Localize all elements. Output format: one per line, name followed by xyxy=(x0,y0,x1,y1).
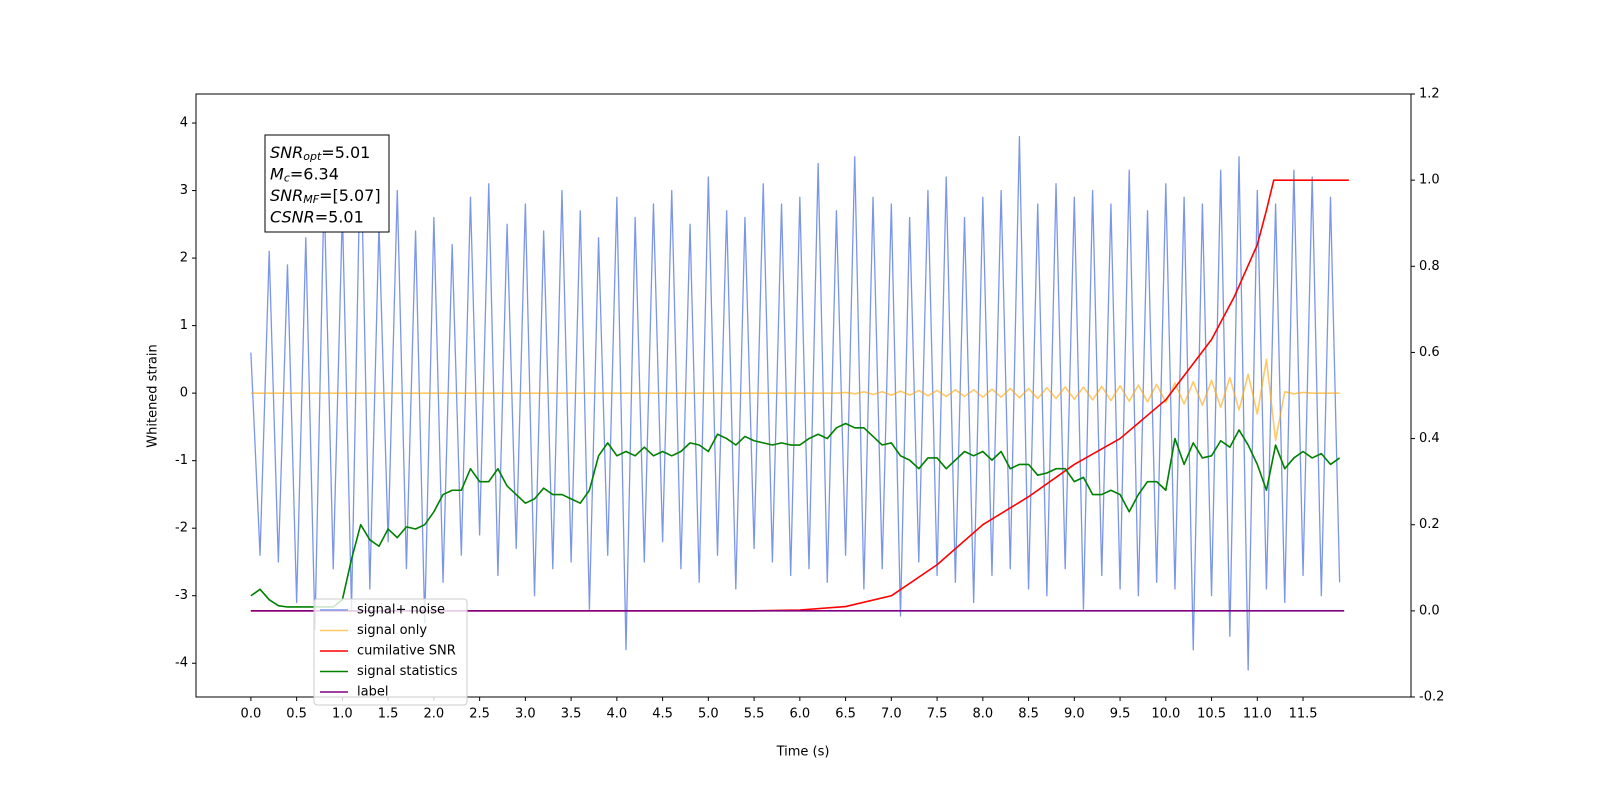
y2-tick-label: -0.2 xyxy=(1419,690,1444,705)
y2-tick-label: 0.2 xyxy=(1419,517,1440,532)
annotation-line: Mc=6.34 xyxy=(270,164,339,185)
y-tick-label: -1 xyxy=(175,453,188,468)
x-tick-label: 9.5 xyxy=(1110,707,1131,722)
y-tick-label: -2 xyxy=(175,521,188,536)
series-line xyxy=(250,358,1340,442)
legend-label: signal+ noise xyxy=(357,603,445,618)
x-tick-label: 7.0 xyxy=(881,707,902,722)
x-tick-label: 11.0 xyxy=(1243,707,1272,722)
annotation-subscript: c xyxy=(284,172,290,185)
x-tick-label: 7.5 xyxy=(927,707,948,722)
y-tick-label: -3 xyxy=(175,588,188,603)
x-tick-label: 3.0 xyxy=(515,707,536,722)
x-tick-label: 2.5 xyxy=(469,707,490,722)
y-tick-label: 0 xyxy=(180,386,188,401)
annotation-symbol: M xyxy=(270,164,284,183)
x-tick-label: 2.0 xyxy=(424,707,445,722)
y-tick-label: -4 xyxy=(175,656,188,671)
y-tick-label: 3 xyxy=(180,183,188,198)
legend-label: signal only xyxy=(357,623,427,638)
y2-tick-label: 0.6 xyxy=(1419,345,1440,360)
annotation-line: CSNR=5.01 xyxy=(270,207,364,226)
annotation-symbol: CSNR xyxy=(270,207,315,226)
y2-tick-label: 0.8 xyxy=(1419,259,1440,274)
x-tick-label: 0.5 xyxy=(286,707,307,722)
x-tick-label: 3.5 xyxy=(561,707,582,722)
x-tick-label: 1.0 xyxy=(332,707,353,722)
x-tick-label: 1.5 xyxy=(378,707,399,722)
x-tick-label: 4.0 xyxy=(607,707,628,722)
plot-frame xyxy=(195,93,1412,698)
series-line xyxy=(250,179,1349,612)
y2-tick-label: 1.0 xyxy=(1419,173,1440,188)
x-tick-label: 8.0 xyxy=(972,707,993,722)
y-tick-label: 4 xyxy=(180,116,188,131)
annotation-line: SNRMF=[5.07] xyxy=(270,186,381,207)
annotation-subscript: MF xyxy=(303,193,319,206)
x-tick-label: 4.5 xyxy=(652,707,673,722)
legend-box xyxy=(313,598,468,706)
legend-label: label xyxy=(357,685,388,700)
annotation-value: =5.01 xyxy=(321,143,370,162)
series-line xyxy=(250,135,1341,671)
legend-label: signal statistics xyxy=(357,664,458,679)
annotation-box xyxy=(264,134,390,233)
annotation-line: SNRopt=5.01 xyxy=(270,143,370,164)
x-axis-label: Time (s) xyxy=(776,745,830,760)
x-tick-label: 5.5 xyxy=(744,707,765,722)
legend-label: cumilative SNR xyxy=(357,644,456,659)
series-line xyxy=(250,422,1341,608)
y-tick-label: 1 xyxy=(180,318,188,333)
annotation-value: =[5.07] xyxy=(319,186,381,205)
y-axis-label: Whitened strain xyxy=(146,344,161,447)
y-tick-label: 2 xyxy=(180,251,188,266)
x-tick-label: 8.5 xyxy=(1018,707,1039,722)
x-tick-label: 10.5 xyxy=(1197,707,1226,722)
x-tick-label: 10.0 xyxy=(1151,707,1180,722)
x-tick-label: 9.0 xyxy=(1064,707,1085,722)
annotation-symbol: SNR xyxy=(270,186,303,205)
y2-tick-label: 0.0 xyxy=(1419,603,1440,618)
x-tick-label: 6.5 xyxy=(835,707,856,722)
annotation-symbol: SNR xyxy=(270,143,303,162)
x-tick-label: 5.0 xyxy=(698,707,719,722)
y2-tick-label: 1.2 xyxy=(1419,87,1440,102)
annotation-subscript: opt xyxy=(303,150,322,163)
x-tick-label: 6.0 xyxy=(789,707,810,722)
annotation-value: =6.34 xyxy=(290,164,339,183)
x-tick-label: 11.5 xyxy=(1289,707,1318,722)
y2-tick-label: 0.4 xyxy=(1419,431,1440,446)
annotation-value: =5.01 xyxy=(315,207,364,226)
x-tick-label: 0.0 xyxy=(241,707,262,722)
